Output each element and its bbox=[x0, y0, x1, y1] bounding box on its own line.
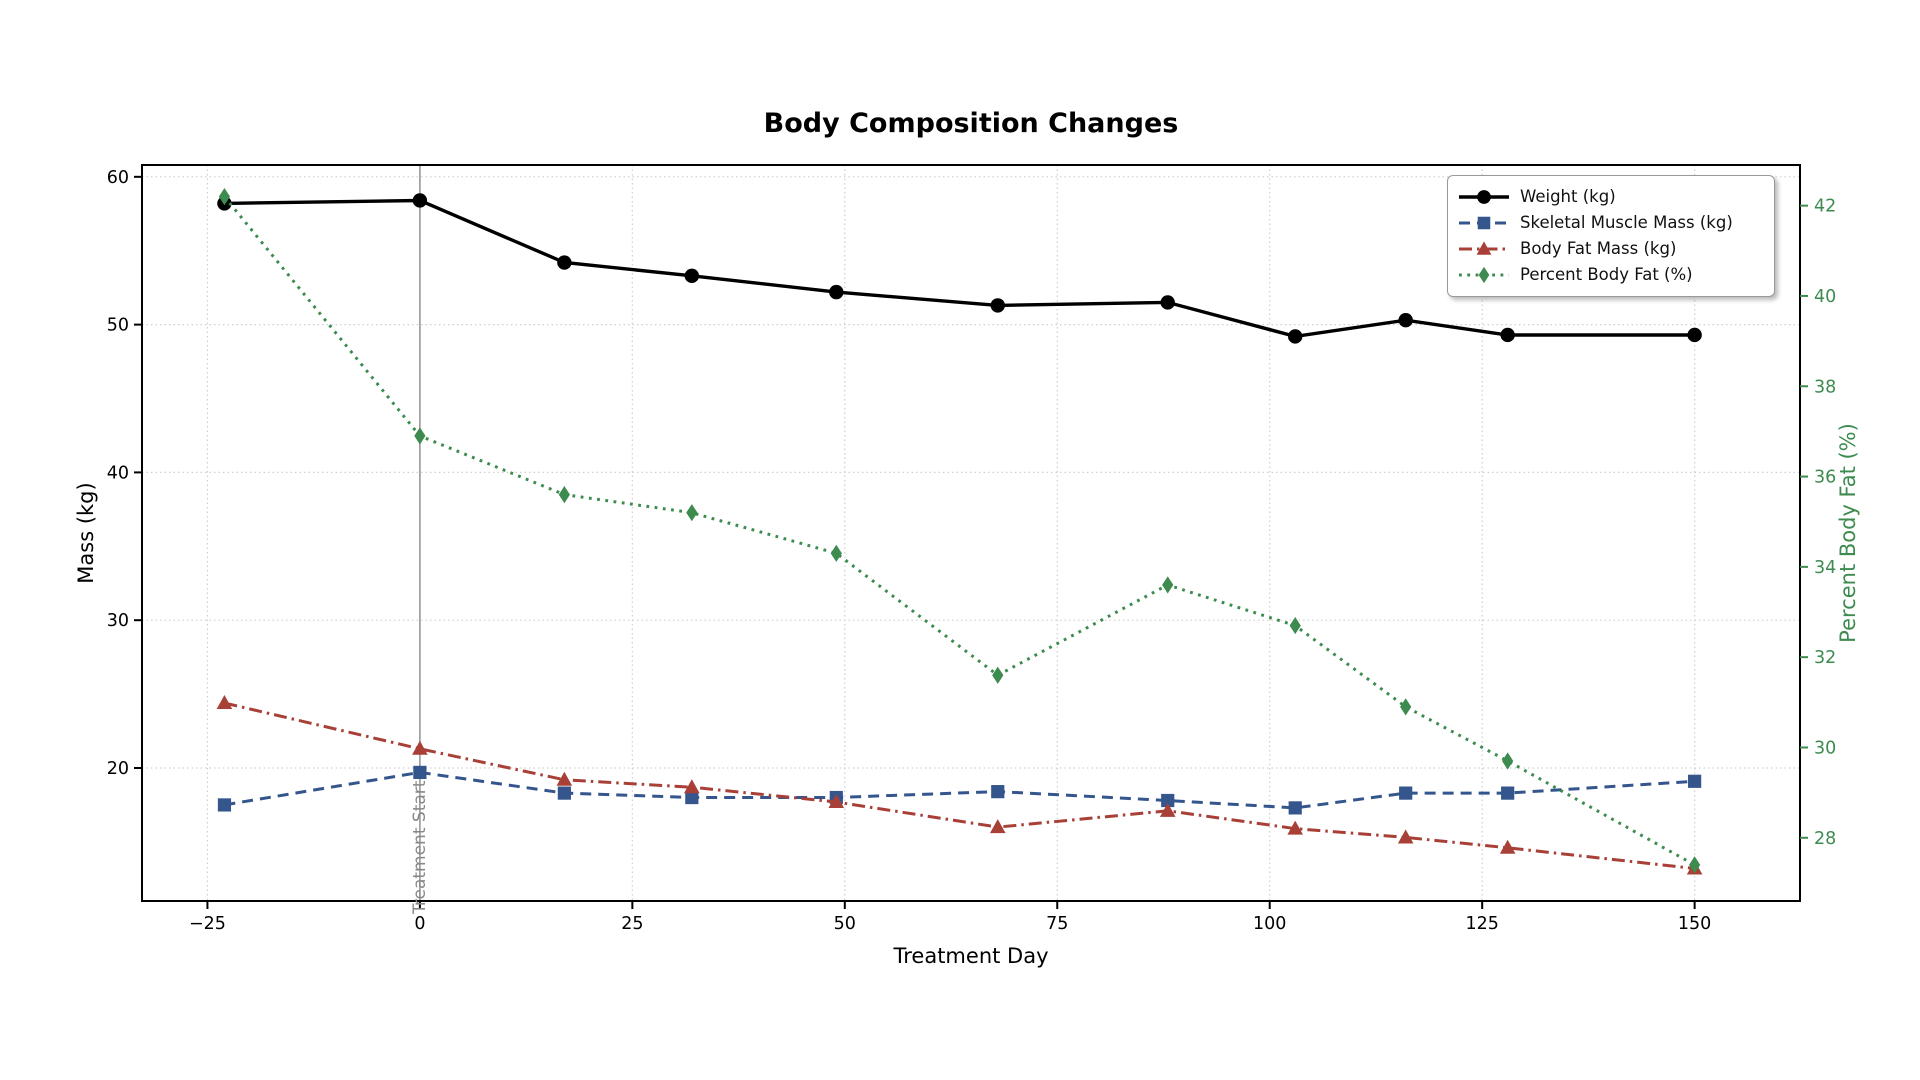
x-tick-label: 25 bbox=[621, 914, 643, 934]
data-point-diamond bbox=[1400, 698, 1412, 716]
legend-item-fat-mass: Body Fat Mass (kg) bbox=[1458, 236, 1764, 262]
data-point-circle bbox=[1160, 295, 1175, 310]
data-point-circle bbox=[1687, 327, 1702, 343]
circle-legend-glyph-icon bbox=[1459, 190, 1509, 204]
y-left-tick-label: 40 bbox=[107, 463, 129, 483]
legend-marker-triangle bbox=[1476, 241, 1492, 255]
data-point-circle bbox=[684, 268, 700, 284]
data-point-triangle bbox=[684, 779, 700, 794]
x-axis-label: Treatment Day bbox=[893, 944, 1049, 968]
data-point-diamond bbox=[1162, 576, 1174, 594]
data-point-square bbox=[413, 765, 427, 780]
square-legend-glyph-icon bbox=[1459, 216, 1509, 230]
y-axis-left-label: Mass (kg) bbox=[74, 482, 98, 584]
data-point-square bbox=[1688, 774, 1702, 788]
data-point-circle bbox=[1500, 327, 1515, 343]
y-right-tick-label: 30 bbox=[1814, 738, 1836, 758]
chart-title: Body Composition Changes bbox=[763, 108, 1179, 139]
y-left-tick-label: 20 bbox=[107, 759, 129, 779]
data-point-diamond bbox=[414, 427, 426, 445]
y-right-tick-label: 42 bbox=[1814, 197, 1836, 217]
data-point-square bbox=[557, 786, 571, 800]
data-point-diamond bbox=[558, 486, 570, 504]
treatment-start-annotation: Treatment Start bbox=[410, 780, 430, 914]
legend-marker-square bbox=[1477, 216, 1491, 230]
x-tick-label: 50 bbox=[834, 914, 856, 934]
x-tick-label: −25 bbox=[189, 914, 226, 934]
x-tick-label: 100 bbox=[1253, 914, 1286, 934]
data-point-diamond bbox=[218, 188, 231, 206]
data-point-circle bbox=[829, 284, 844, 300]
y-right-tick-label: 36 bbox=[1814, 468, 1836, 488]
legend-label: Body Fat Mass (kg) bbox=[1520, 239, 1677, 258]
legend: Weight (kg) Skeletal Muscle Mass (kg) Bo… bbox=[1447, 175, 1775, 297]
y-right-tick-label: 34 bbox=[1814, 558, 1836, 578]
legend-marker-diamond bbox=[1478, 266, 1490, 284]
data-point-triangle bbox=[556, 771, 573, 786]
data-point-circle bbox=[557, 255, 572, 270]
y-left-tick-label: 60 bbox=[107, 168, 129, 188]
data-point-square bbox=[685, 790, 699, 805]
data-point-triangle bbox=[1499, 839, 1516, 854]
data-point-diamond bbox=[1502, 752, 1514, 770]
series-line-square bbox=[224, 770, 1695, 810]
legend-label: Skeletal Muscle Mass (kg) bbox=[1520, 213, 1733, 232]
y-axis-right-label: Percent Body Fat (%) bbox=[1836, 423, 1860, 643]
x-tick-label: 150 bbox=[1678, 914, 1711, 934]
data-point-square bbox=[1161, 793, 1175, 808]
data-point-diamond bbox=[830, 544, 842, 562]
data-point-triangle bbox=[989, 819, 1006, 834]
data-point-triangle bbox=[412, 740, 428, 755]
data-point-circle bbox=[412, 193, 428, 208]
data-point-triangle bbox=[216, 694, 233, 709]
legend-swatch-muscle-line-icon bbox=[1458, 214, 1510, 232]
data-point-square bbox=[217, 798, 232, 812]
y-right-tick-label: 40 bbox=[1814, 287, 1836, 307]
y-right-tick-label: 32 bbox=[1814, 648, 1836, 668]
data-point-circle bbox=[1398, 312, 1413, 328]
series-line-triangle bbox=[224, 701, 1695, 870]
x-tick-label: 75 bbox=[1046, 914, 1068, 934]
legend-swatch-fat-mass-line-icon bbox=[1458, 240, 1510, 258]
data-point-triangle bbox=[1159, 802, 1176, 817]
legend-item-fat-pct: Percent Body Fat (%) bbox=[1458, 262, 1764, 288]
data-point-square bbox=[991, 785, 1005, 799]
data-point-diamond bbox=[992, 666, 1004, 684]
legend-swatch-weight-line-icon bbox=[1458, 188, 1510, 206]
data-point-triangle bbox=[1397, 829, 1414, 844]
y-right-tick-label: 28 bbox=[1814, 829, 1836, 849]
x-tick-label: 125 bbox=[1465, 914, 1498, 934]
legend-label: Weight (kg) bbox=[1520, 187, 1616, 206]
y-right-tick-label: 38 bbox=[1814, 377, 1836, 397]
data-point-circle bbox=[1288, 329, 1303, 344]
y-left-tick-label: 50 bbox=[107, 316, 129, 336]
plot-frame bbox=[141, 164, 1801, 902]
data-point-diamond bbox=[686, 504, 698, 522]
data-point-triangle bbox=[1287, 820, 1304, 835]
legend-marker-circle bbox=[1477, 190, 1491, 204]
triangle-legend-glyph-icon bbox=[1459, 241, 1509, 255]
diamond-legend-glyph-icon bbox=[1459, 266, 1509, 284]
y-left-tick-label: 30 bbox=[107, 611, 129, 631]
legend-swatch-fat-pct-line-icon bbox=[1458, 266, 1510, 284]
data-point-square bbox=[1501, 786, 1515, 800]
data-point-square bbox=[1288, 801, 1302, 815]
data-point-square bbox=[1399, 786, 1413, 800]
data-point-diamond bbox=[1689, 856, 1701, 874]
legend-item-weight: Weight (kg) bbox=[1458, 184, 1764, 210]
legend-item-muscle: Skeletal Muscle Mass (kg) bbox=[1458, 210, 1764, 236]
x-tick-label: 0 bbox=[414, 914, 425, 934]
data-point-diamond bbox=[1289, 616, 1301, 635]
legend-label: Percent Body Fat (%) bbox=[1520, 265, 1693, 284]
data-point-triangle bbox=[828, 793, 845, 808]
data-point-circle bbox=[990, 298, 1005, 313]
